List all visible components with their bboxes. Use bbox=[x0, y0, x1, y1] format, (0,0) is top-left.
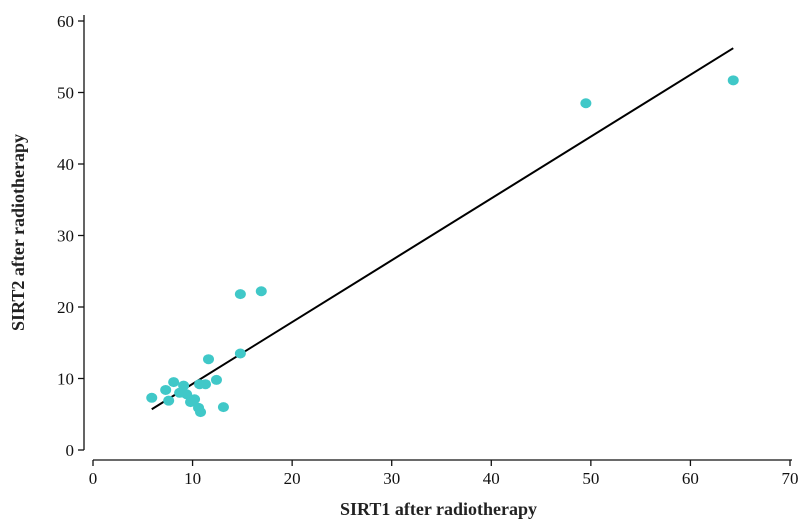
data-point bbox=[203, 354, 215, 365]
x-tick-label: 50 bbox=[582, 469, 599, 488]
data-point bbox=[210, 374, 222, 385]
y-tick-label: 30 bbox=[57, 227, 74, 246]
data-point bbox=[178, 380, 190, 391]
data-point bbox=[181, 389, 193, 400]
data-point bbox=[163, 395, 175, 406]
data-point bbox=[234, 348, 246, 359]
x-tick-label: 40 bbox=[483, 469, 500, 488]
x-axis-title: SIRT1 after radiotherapy bbox=[340, 499, 537, 519]
data-point bbox=[200, 379, 212, 390]
x-tick-label: 60 bbox=[682, 469, 699, 488]
data-point bbox=[217, 402, 229, 413]
y-tick-label: 40 bbox=[57, 155, 74, 174]
x-axis-ticks: 0 10 20 30 40 50 60 70 bbox=[89, 460, 799, 488]
y-axis-ticks: 0 10 20 30 40 50 60 bbox=[57, 12, 84, 460]
data-point bbox=[168, 377, 180, 388]
x-tick-label: 20 bbox=[284, 469, 301, 488]
data-points bbox=[146, 75, 739, 418]
y-tick-label: 60 bbox=[57, 12, 74, 31]
data-point bbox=[195, 407, 207, 418]
data-point bbox=[234, 289, 246, 300]
x-tick-label: 70 bbox=[782, 469, 799, 488]
x-tick-label: 10 bbox=[184, 469, 201, 488]
y-tick-label: 10 bbox=[57, 370, 74, 389]
data-point bbox=[146, 392, 158, 403]
data-point bbox=[255, 286, 267, 297]
y-tick-label: 0 bbox=[66, 441, 75, 460]
x-tick-label: 30 bbox=[383, 469, 400, 488]
y-tick-label: 20 bbox=[57, 298, 74, 317]
axes bbox=[83, 15, 792, 461]
regression-line bbox=[151, 47, 734, 411]
data-point bbox=[189, 394, 201, 405]
data-point bbox=[580, 98, 592, 109]
data-point bbox=[160, 384, 172, 395]
x-tick-label: 0 bbox=[89, 469, 98, 488]
y-tick-label: 50 bbox=[57, 84, 74, 103]
data-point bbox=[727, 75, 739, 86]
y-axis-title: SIRT2 after radiotherapy bbox=[8, 134, 28, 331]
